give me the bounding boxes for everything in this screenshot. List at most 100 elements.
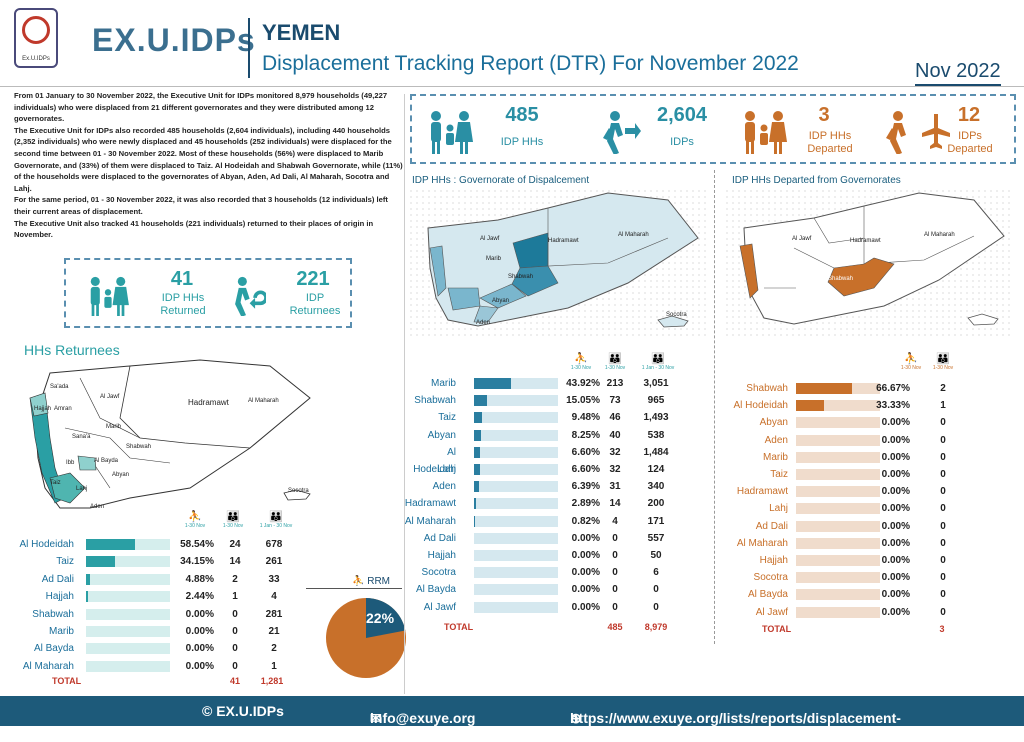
row-bar-track: [796, 434, 880, 446]
map-label-marib: Marib: [486, 256, 502, 262]
table-row: Al Maharah 0.00% 0 1: [10, 658, 310, 675]
row-percent: 0.00%: [881, 589, 910, 601]
table-row: Hadramawt 2.89% 14 200: [404, 495, 704, 512]
column-divider: [714, 170, 715, 644]
row-bar-track: [796, 469, 880, 480]
row-hh: 0: [940, 589, 946, 601]
row-bar: [474, 464, 480, 475]
row-bar: [474, 481, 480, 493]
row-governorate: Aden: [432, 481, 456, 493]
stat-idps-departed-label: IDPs Departed: [947, 130, 993, 155]
row-bar: [474, 412, 482, 424]
stat-hhs-returned-label: IDP HHs Returned: [160, 292, 206, 317]
row-hh: 0: [940, 451, 946, 463]
map-label-al-jawf: Al Jawf: [480, 236, 500, 242]
row-hh: 0: [232, 660, 238, 672]
row-bar-track: [796, 383, 880, 394]
row-hh: 73: [609, 395, 621, 407]
row-percent: 43.92%: [566, 378, 600, 389]
row-bar-track: [474, 532, 558, 544]
row-hh: 0: [940, 434, 946, 446]
row-total: 538: [647, 429, 665, 441]
report-period: Nov 2022: [915, 60, 1001, 86]
table-row: Al Bayda 0.00% 0: [716, 586, 1016, 603]
row-percent: 0.00%: [881, 537, 910, 549]
row-total: 50: [650, 550, 662, 561]
row-governorate: Shabwah: [32, 608, 74, 620]
row-governorate: Marib: [430, 378, 456, 389]
table-row: Marib 43.92% 213 3,051: [404, 375, 704, 392]
row-percent: 0.00%: [571, 584, 600, 596]
row-governorate: Al Hodeidah: [733, 400, 788, 412]
rrm-pie-slice: [366, 598, 406, 638]
map-label-taiz: Taiz: [50, 480, 61, 486]
row-bar: [796, 400, 824, 412]
row-total: 171: [647, 515, 665, 527]
row-percent: 0.00%: [881, 417, 910, 429]
map-label-hajjah: Hajjah: [34, 406, 52, 412]
returnees-section-title: HHs Returnees: [24, 342, 120, 358]
table-row: Ad Dali 4.88% 2 33: [10, 571, 310, 588]
row-bar-track: [796, 417, 880, 429]
returnees-total-label: TOTAL: [52, 676, 82, 686]
row-governorate: Al Hodeidah: [413, 446, 456, 475]
row-governorate: Abyan: [759, 417, 788, 429]
row-bar-track: [796, 537, 880, 549]
row-total: 124: [647, 464, 665, 475]
row-bar-track: [474, 481, 558, 493]
table-row: Lahj 0.00% 0: [716, 500, 1016, 517]
row-bar-track: [474, 464, 558, 475]
row-governorate: Shabwah: [746, 383, 788, 394]
row-hh: 0: [940, 537, 946, 549]
row-total: 281: [265, 608, 283, 620]
row-hh: 14: [609, 498, 621, 510]
row-total: 678: [265, 539, 283, 550]
map-label-al-bayda: Al Bayda: [94, 458, 119, 464]
table-row: Shabwah 66.67% 2: [716, 380, 1016, 397]
row-hh: 0: [940, 417, 946, 429]
row-hh: 0: [940, 572, 946, 584]
row-governorate: Hajjah: [759, 555, 788, 566]
table-row: Al Jawf 0.00% 0 0: [404, 599, 704, 616]
map-label-shabwah: Shabwah: [126, 444, 152, 450]
row-bar-track: [474, 378, 558, 389]
row-governorate: Al Hodeidah: [19, 539, 74, 550]
row-hh: 24: [229, 539, 241, 550]
intro-text: From 01 January to 30 November 2022, the…: [14, 90, 406, 241]
row-bar-track: [796, 503, 880, 515]
map-label-sada: Sa'ada: [50, 384, 69, 390]
column-divider: [404, 94, 405, 694]
departed-total-label: TOTAL: [762, 624, 792, 634]
row-percent: 66.67%: [876, 383, 910, 394]
table-row: Al Jawf 0.00% 0: [716, 604, 1016, 621]
col-head-c: 👪 1 Jan - 30 Nov: [641, 353, 675, 372]
row-percent: 0.00%: [881, 486, 910, 498]
row-hh: 0: [232, 608, 238, 620]
row-governorate: Taiz: [770, 469, 788, 480]
row-bar-track: [86, 643, 170, 655]
table-row: Marib 0.00% 0: [716, 449, 1016, 466]
organization-seal-logo: Ex.U.IDPs: [14, 8, 58, 68]
stat-idps-number: 2,604: [656, 104, 708, 126]
row-total: 4: [271, 591, 277, 603]
intro-paragraph: For the same period, 01 - 30 November 20…: [14, 195, 388, 216]
row-percent: 0.00%: [185, 626, 214, 637]
intro-paragraph: The Executive Unit for IDPs also recorde…: [14, 125, 403, 193]
row-percent: 8.25%: [571, 429, 600, 441]
row-bar-track: [796, 589, 880, 601]
row-hh: 2: [232, 573, 238, 585]
map-label-aden: Aden: [476, 320, 491, 326]
stat-idp-hhs-number: 485: [505, 104, 539, 126]
map-label-sanaa: Sana'a: [72, 434, 91, 440]
row-bar-track: [796, 486, 880, 498]
country-title: YEMEN: [262, 20, 341, 45]
table-row: Abyan 8.25% 40 538: [404, 427, 704, 444]
row-bar-track: [474, 446, 558, 458]
table-row: Al Maharah 0.00% 0: [716, 535, 1016, 552]
col-head-b: 👪 1-30 Nov: [932, 353, 954, 372]
table-row: Taiz 34.15% 14 261: [10, 553, 310, 570]
row-percent: 2.44%: [185, 591, 214, 603]
stat-idp-hhs-label: IDP HHs: [500, 136, 544, 148]
row-percent: 0.00%: [881, 469, 910, 480]
row-bar-track: [474, 395, 558, 407]
